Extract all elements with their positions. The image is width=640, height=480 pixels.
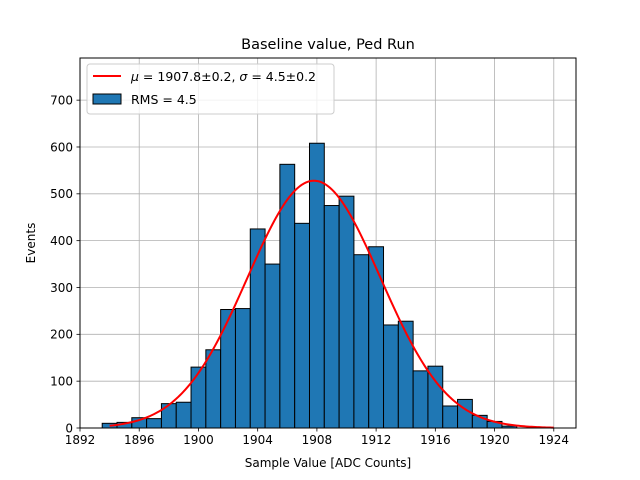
histogram-bar	[205, 349, 222, 429]
x-axis-ticks: 1892 1896 1900 1904 1908 1912 1916 1920 1924	[65, 428, 569, 447]
histogram-bar	[234, 308, 251, 429]
histogram-bar	[353, 254, 370, 429]
legend-histogram-label: RMS = 4.5	[131, 92, 197, 107]
x-tick-label: 1892	[65, 433, 96, 447]
plot-frame	[79, 57, 577, 429]
y-tick-label: 700	[50, 93, 73, 107]
x-tick-label: 1920	[479, 433, 510, 447]
histogram-bar	[338, 195, 355, 429]
histogram-bar	[146, 418, 162, 429]
x-axis-label: Sample Value [ADC Counts]	[245, 456, 411, 470]
histogram-bar	[442, 405, 459, 429]
y-tick-label: 0	[65, 421, 73, 435]
y-tick-label: 600	[50, 140, 73, 154]
legend-histogram-swatch	[92, 93, 122, 105]
x-tick-label: 1912	[361, 433, 392, 447]
x-tick-label: 1896	[124, 433, 155, 447]
chart-title: Baseline value, Ped Run	[241, 37, 415, 53]
legend: μ = 1907.8±0.2, σ = 4.5±0.2 RMS = 4.5	[86, 63, 335, 115]
histogram-bar	[249, 228, 266, 429]
histogram-bar	[323, 205, 340, 429]
histogram-bar	[220, 309, 236, 429]
histogram-bar	[175, 401, 192, 429]
histogram-bar	[294, 222, 310, 429]
legend-box	[86, 63, 335, 115]
y-axis-label: Events	[24, 223, 38, 264]
y-tick-label: 100	[50, 374, 73, 388]
y-tick-label: 300	[50, 281, 73, 295]
gaussian-fit	[109, 179, 554, 429]
x-tick-label: 1904	[242, 433, 273, 447]
histogram-bar	[368, 246, 385, 429]
y-tick-label: 200	[50, 328, 73, 342]
legend-fit-label: μ = 1907.8±0.2, σ = 4.5±0.2	[130, 69, 316, 84]
histogram-bar	[383, 324, 399, 429]
fit-curve-line	[109, 179, 554, 429]
histogram-bar	[190, 366, 207, 429]
x-tick-label: 1924	[539, 433, 570, 447]
histogram-bar	[279, 163, 296, 429]
x-tick-label: 1916	[420, 433, 451, 447]
histogram-bar	[412, 370, 429, 429]
x-tick-label: 1908	[302, 433, 333, 447]
y-tick-label: 500	[50, 187, 73, 201]
y-tick-label: 400	[50, 234, 73, 248]
histogram-bar	[160, 403, 177, 429]
histogram-bar	[308, 142, 325, 429]
histogram-bar	[264, 263, 281, 429]
y-axis-ticks: 0 100 200 300 400 500 600 700	[50, 93, 80, 435]
x-tick-label: 1900	[183, 433, 214, 447]
histogram-bar	[397, 320, 414, 429]
histogram-bar	[457, 398, 473, 429]
